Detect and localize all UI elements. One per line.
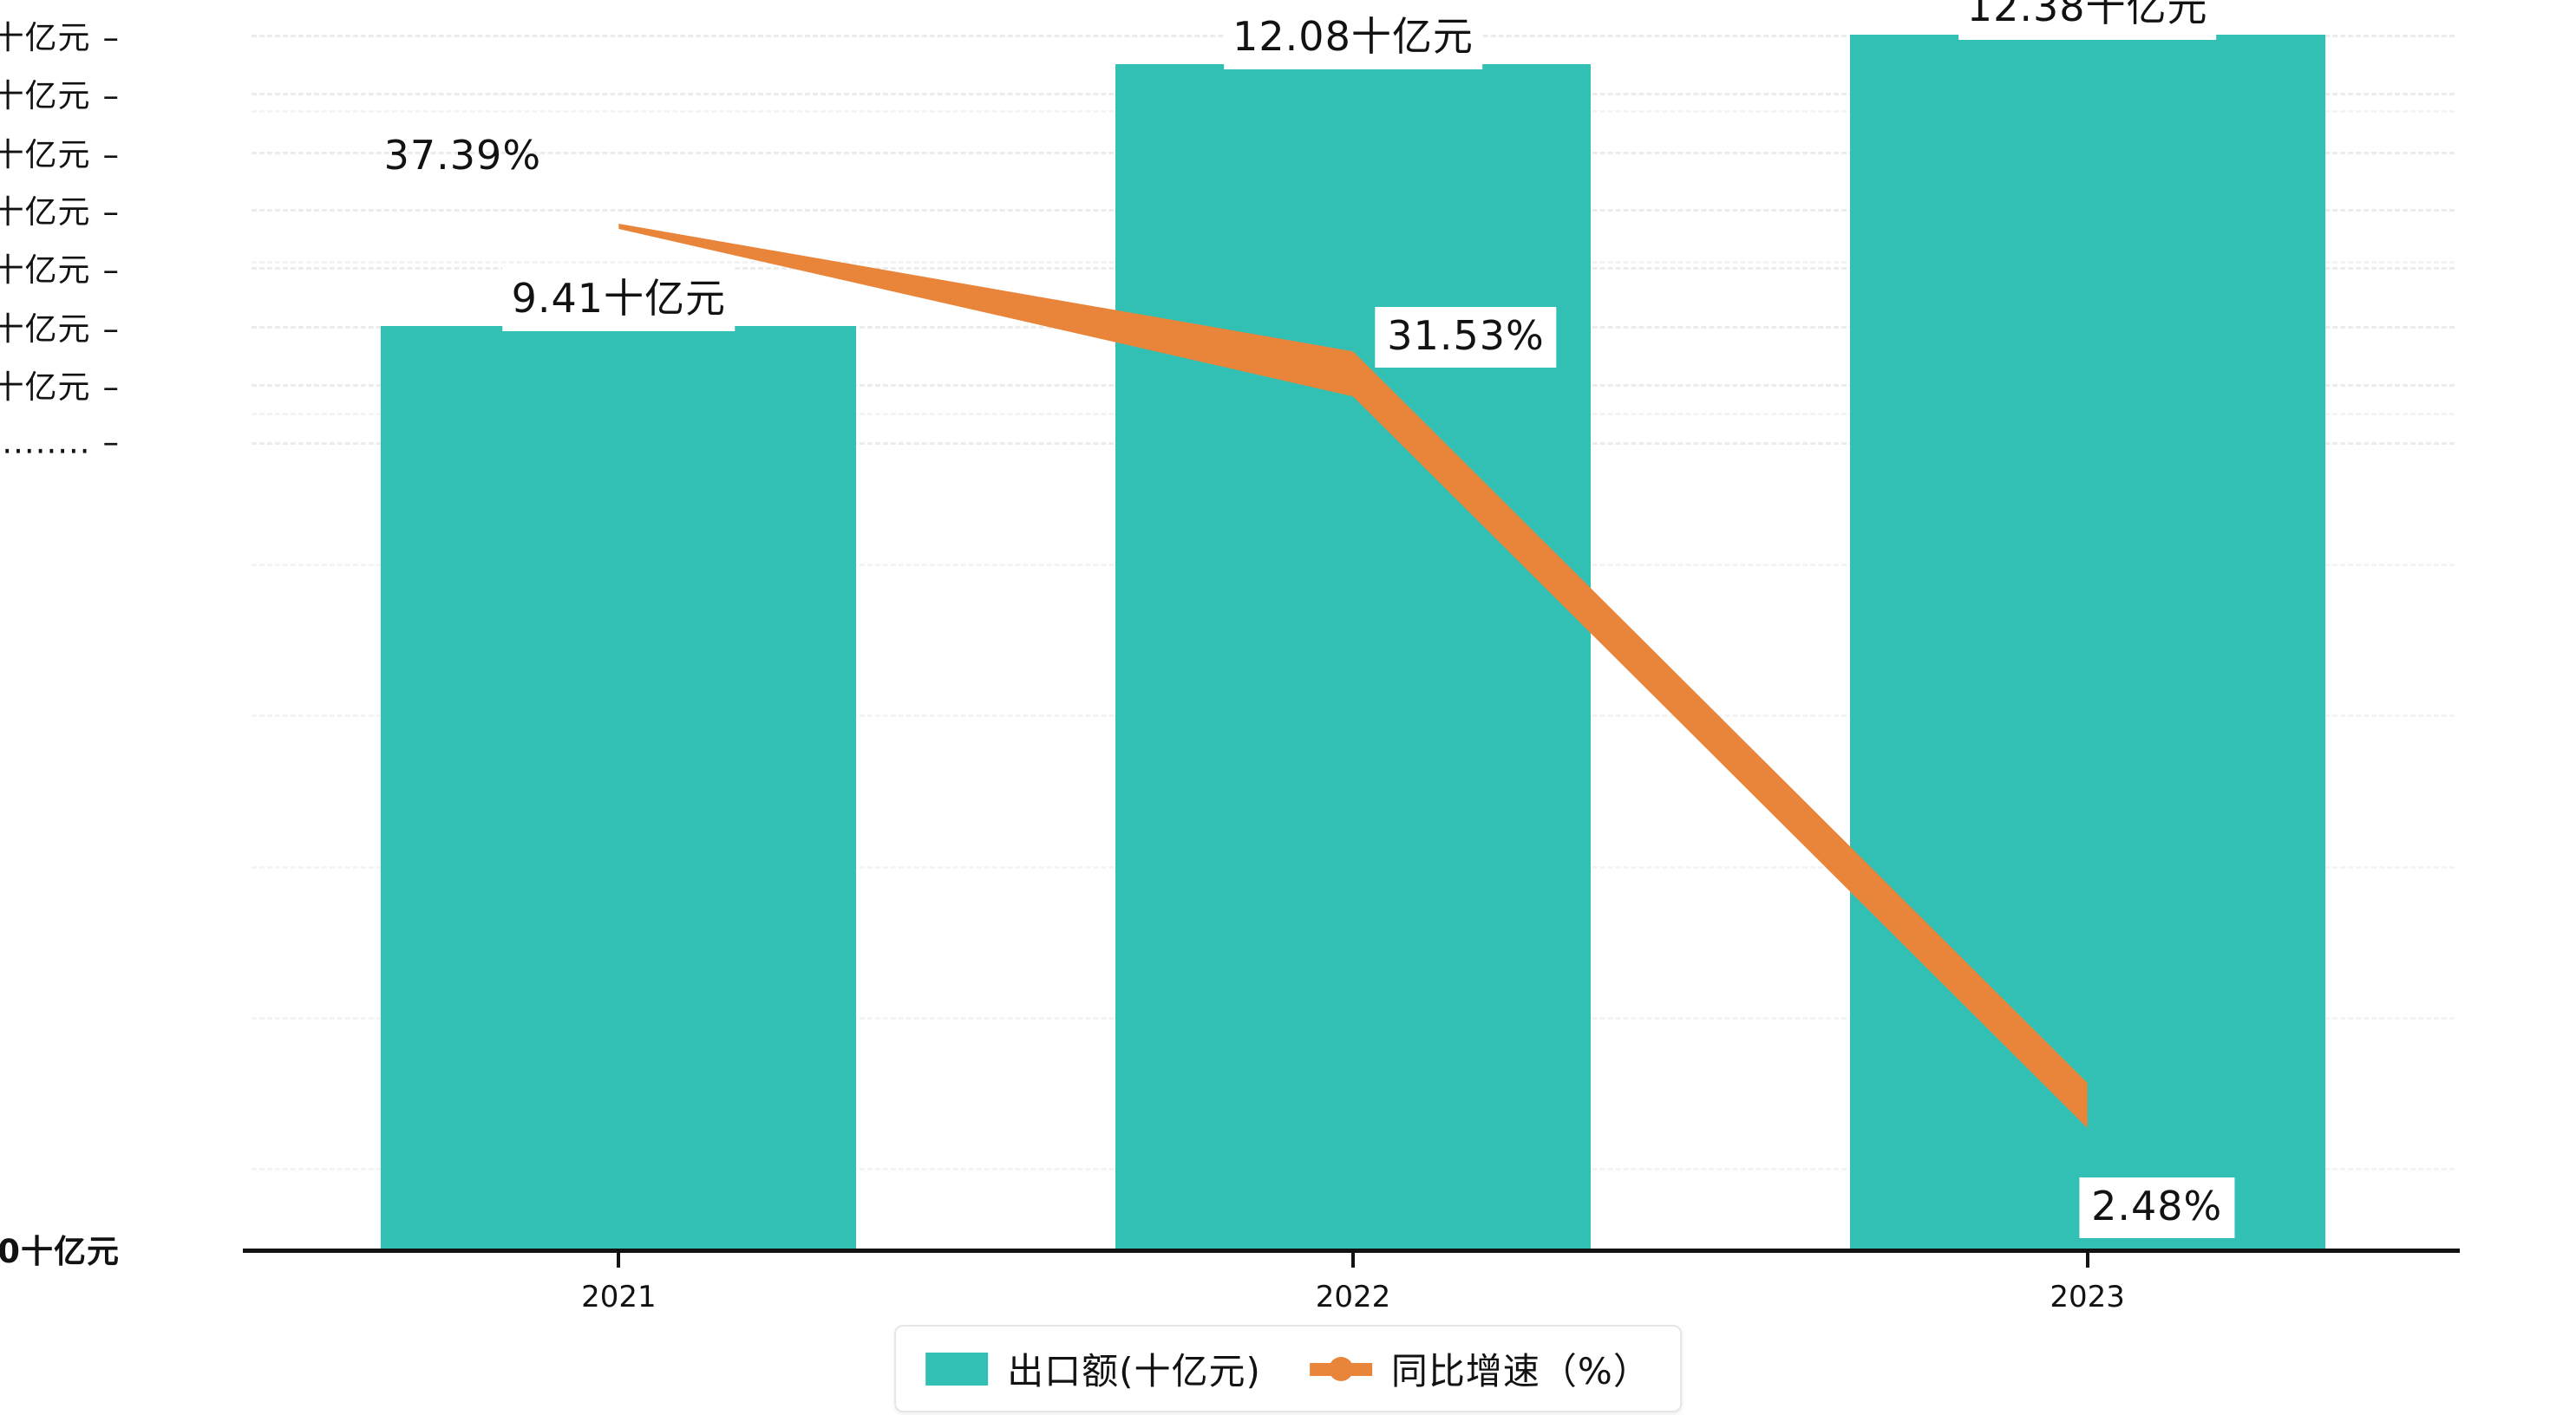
chart-legend[interactable]: 出口额(十亿元) 同比增速（%） [894,1325,1682,1412]
line-data-label-2022: 31.53% [1375,307,1557,368]
left-y-tick-label: 12.38十亿元– [0,19,120,56]
x-tick-mark-2023 [2085,1249,2089,1268]
left-y-tick-label: 9.41十亿元– [0,310,120,348]
legend-item-export-value[interactable]: 出口额(十亿元) [925,1342,1261,1395]
bar-data-label-2022: 12.08十亿元 [1224,2,1482,69]
bar-2021[interactable] [381,325,857,1249]
left-y-tick-label: ........ – [2,423,120,461]
x-tick-label-2021: 2021 [581,1280,657,1314]
x-tick-mark-2022 [1351,1249,1355,1268]
left-y-tick-label: 0十亿元 [0,1233,120,1270]
x-tick-label-2023: 2023 [2050,1280,2125,1314]
legend-label-growth-rate: 同比增速（%） [1390,1350,1651,1392]
line-swatch-icon [1309,1353,1372,1386]
bar-data-label-2023: 12.38十亿元 [1958,0,2217,40]
x-tick-mark-2021 [617,1249,621,1268]
line-data-label-2023: 2.48% [2079,1177,2235,1239]
bar-swatch-icon [925,1352,989,1386]
bar-data-label-2021: 9.41十亿元 [502,264,736,331]
left-y-tick-label: 8.82十亿元– [0,368,120,406]
left-y-tick-label: 11.19十亿元– [0,135,120,173]
bar-2023[interactable] [1849,35,2325,1249]
plot-area: 9.41十亿元 12.08十亿元 12.38十亿元 37.39% 31.53% 2.48… [0,0,2460,1314]
left-y-tick-label: 10.6十亿元– [0,193,120,231]
legend-label-export-value: 出口额(十亿元) [1007,1350,1261,1392]
line-data-label-2021: 37.39% [383,132,542,179]
x-tick-label-2022: 2022 [1315,1280,1391,1314]
left-y-tick-label: 10.01十亿元– [0,251,120,289]
legend-item-growth-rate[interactable]: 同比增速（%） [1309,1342,1651,1395]
bar-2022[interactable] [1115,63,1591,1249]
left-y-tick-label: 11.79十亿元– [0,76,120,114]
